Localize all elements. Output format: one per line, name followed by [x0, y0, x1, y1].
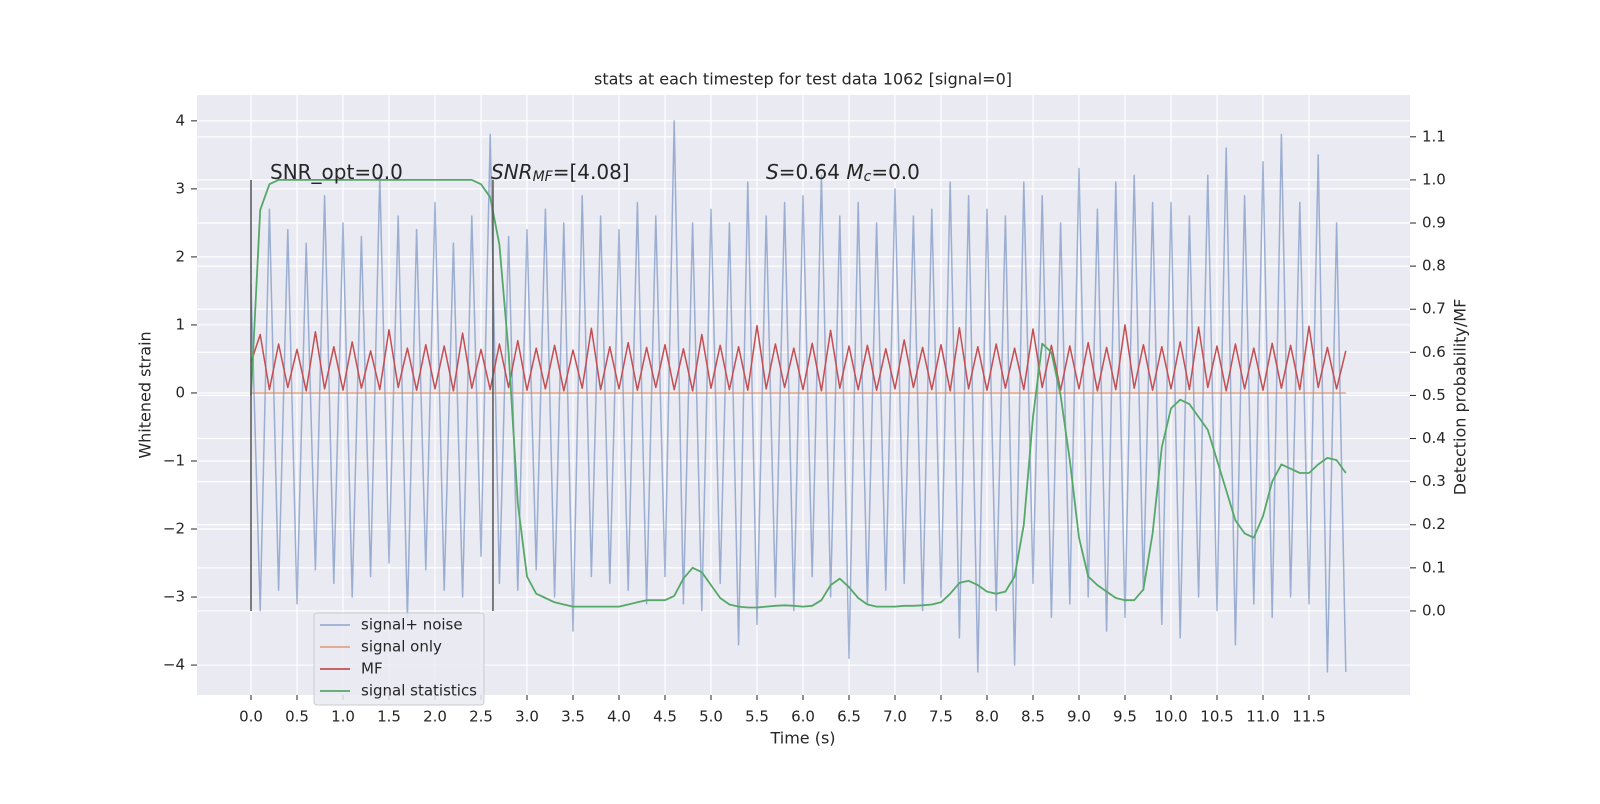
x-tick-label: 8.5 — [1021, 708, 1045, 726]
annotation: SNR_opt=0.0 — [270, 160, 403, 184]
y-tick-label: −4 — [163, 656, 185, 674]
x-tick-label: 6.0 — [791, 708, 815, 726]
y2-tick-label: 0.4 — [1422, 429, 1446, 447]
y2-tick-label: 0.7 — [1422, 300, 1446, 318]
legend-label: MF — [361, 660, 383, 678]
x-tick-label: 7.0 — [883, 708, 907, 726]
x-tick-label: 0.0 — [239, 708, 263, 726]
x-tick-label: 5.0 — [699, 708, 723, 726]
annotation-part: =0.64 — [779, 160, 847, 184]
x-tick-label: 3.5 — [561, 708, 585, 726]
x-tick-label: 9.5 — [1113, 708, 1137, 726]
x-tick-label: 10.0 — [1154, 708, 1187, 726]
y2-tick-label: 0.5 — [1422, 386, 1446, 404]
chart-title: stats at each timestep for test data 106… — [594, 70, 1012, 89]
annotation-part: =[4.08] — [553, 160, 630, 184]
y2-tick-label: 0.0 — [1422, 601, 1446, 619]
y-tick-label: 2 — [175, 247, 185, 265]
x-tick-label: 7.5 — [929, 708, 953, 726]
x-tick-label: 2.5 — [469, 708, 493, 726]
series-line — [250, 179, 1347, 609]
y2-tick-label: 0.8 — [1422, 257, 1446, 275]
legend-label: signal+ noise — [361, 616, 463, 634]
x-tick-label: 4.5 — [653, 708, 677, 726]
x-tick-label: 11.0 — [1246, 708, 1279, 726]
x-tick-label: 8.0 — [975, 708, 999, 726]
annotation: SNRMF=[4.08] — [491, 160, 630, 185]
x-tick-label: 1.0 — [331, 708, 355, 726]
y2-axis-label: Detection probability/MF — [1451, 299, 1470, 496]
annotation-part: S — [766, 160, 779, 184]
y2-tick-label: 0.6 — [1422, 343, 1446, 361]
x-axis-label: Time (s) — [769, 729, 835, 748]
annotation-part: =0.0 — [871, 160, 920, 184]
x-tick-label: 1.5 — [377, 708, 401, 726]
annotation-part: SNR_opt=0.0 — [270, 160, 403, 184]
y-tick-label: 4 — [175, 111, 185, 129]
series-line — [250, 120, 1347, 673]
y2-tick-label: 0.9 — [1422, 214, 1446, 232]
y2-tick-label: 1.0 — [1422, 170, 1446, 188]
x-tick-label: 6.5 — [837, 708, 861, 726]
x-tick-label: 5.5 — [745, 708, 769, 726]
y-tick-label: −3 — [163, 588, 185, 606]
legend: signal+ noise signal only MF signal statist… — [313, 612, 485, 706]
x-tick-label: 3.0 — [515, 708, 539, 726]
y2-tick-label: 0.3 — [1422, 472, 1446, 490]
x-tick-label: 10.5 — [1200, 708, 1233, 726]
legend-box — [313, 612, 485, 706]
x-tick-label: 9.0 — [1067, 708, 1091, 726]
x-tick-label: 0.5 — [285, 708, 309, 726]
legend-label: signal only — [361, 638, 442, 656]
y-tick-label: 0 — [175, 383, 185, 401]
annotation: S=0.64 Mc=0.0 — [766, 160, 920, 185]
legend-label: signal statistics — [361, 682, 477, 700]
x-tick-label: 2.0 — [423, 708, 447, 726]
y2-tick-label: 0.1 — [1422, 558, 1446, 576]
annotation-part: SNR — [491, 160, 533, 184]
y-tick-label: 3 — [175, 179, 185, 197]
x-tick-label: 4.0 — [607, 708, 631, 726]
annotation-part: c — [864, 169, 872, 185]
annotation-part: M — [846, 160, 863, 184]
series-line — [250, 324, 1347, 392]
y-axis-label: Whitened strain — [136, 331, 155, 458]
annotation-part: MF — [533, 169, 554, 185]
y2-tick-label: 1.1 — [1422, 127, 1446, 145]
y-tick-label: 1 — [175, 315, 185, 333]
x-tick-label: 11.5 — [1292, 708, 1325, 726]
y2-tick-label: 0.2 — [1422, 515, 1446, 533]
y-tick-label: −2 — [163, 520, 185, 538]
y-tick-label: −1 — [163, 451, 185, 469]
